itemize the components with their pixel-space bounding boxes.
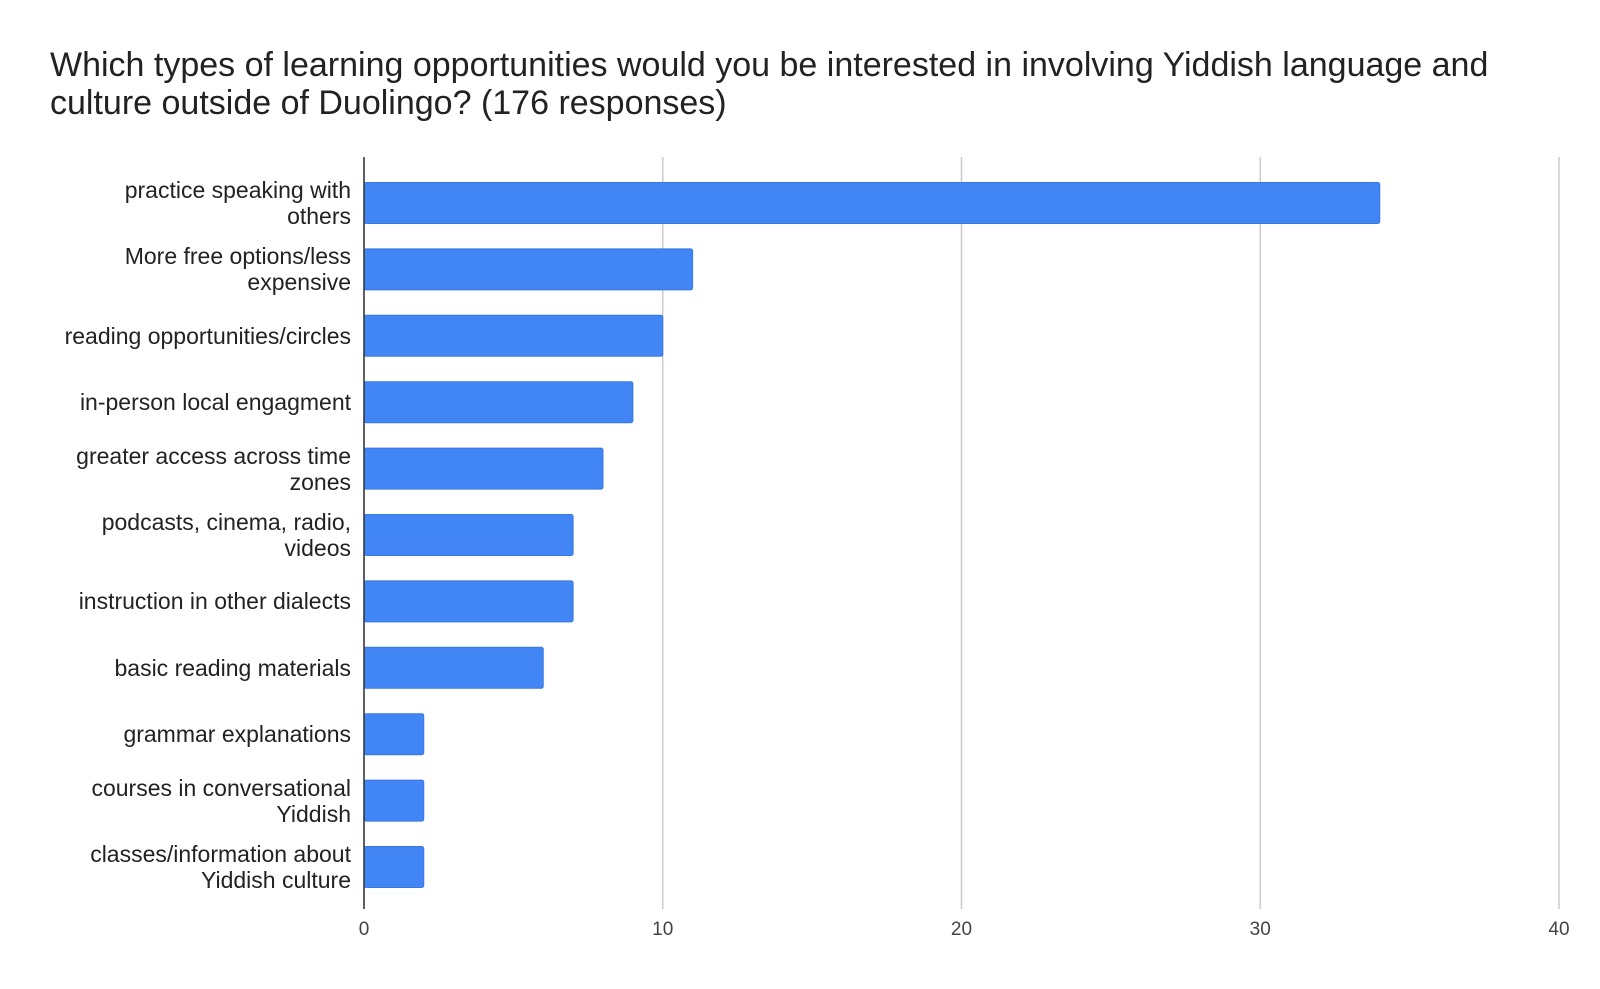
y-tick-label: courses in conversational Yiddish <box>91 774 351 827</box>
y-tick-label: instruction in other dialects <box>78 588 351 615</box>
x-tick-label: 0 <box>359 919 370 940</box>
x-tick-label: 20 <box>951 919 972 940</box>
y-tick-label: in-person local engagment <box>79 389 351 416</box>
y-tick-label: reading opportunities/circles <box>64 322 351 349</box>
bar <box>363 381 634 424</box>
y-tick-label: grammar explanations <box>123 721 351 748</box>
chart-title: Which types of learning opportunities wo… <box>50 46 1489 122</box>
y-tick-label: basic reading materials <box>114 654 351 681</box>
bar <box>363 646 544 689</box>
bar <box>363 514 574 556</box>
y-tick-label: classes/information about Yiddish cultur… <box>90 841 351 893</box>
bar <box>363 713 425 756</box>
bar <box>363 248 694 291</box>
y-tick-label: greater access across time zones <box>76 442 351 495</box>
bar <box>363 447 604 490</box>
bar <box>363 182 1381 224</box>
bar <box>363 779 425 822</box>
y-tick-label: practice speaking with others <box>124 177 351 229</box>
y-tick-label: podcasts, cinema, radio, videos <box>101 509 351 561</box>
y-tick-label: More free options/less expensive <box>124 243 351 296</box>
bar <box>363 846 425 888</box>
bar <box>363 580 574 623</box>
x-tick-label: 40 <box>1548 919 1569 940</box>
bar <box>363 314 664 357</box>
x-tick-label: 30 <box>1250 919 1271 940</box>
x-tick-label: 10 <box>652 919 673 940</box>
